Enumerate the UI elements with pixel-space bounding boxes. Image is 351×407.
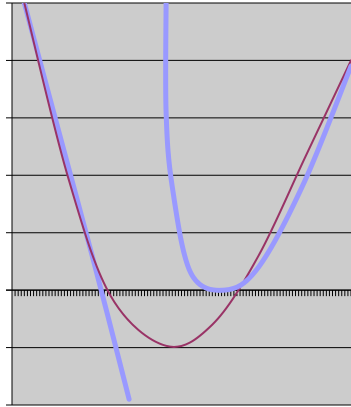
plot-area [12, 3, 351, 405]
series-line-1 [21, 3, 132, 402]
series-line-2 [23, 3, 351, 348]
series-line-3 [163, 3, 351, 293]
